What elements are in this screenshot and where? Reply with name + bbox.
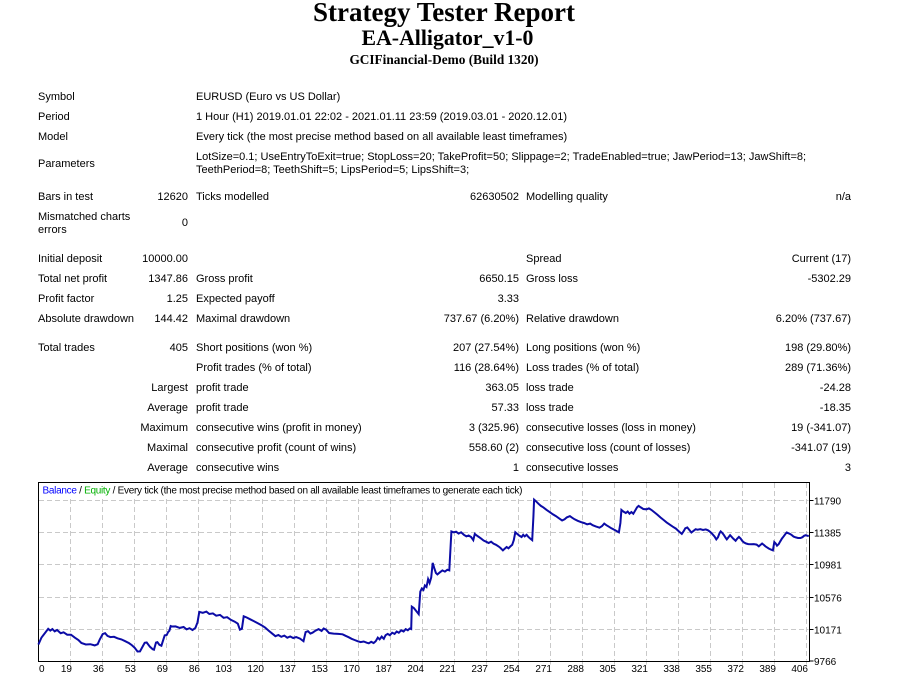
svg-text:170: 170: [343, 664, 360, 675]
svg-text:Balance / Equity / Every tick: Balance / Equity / Every tick (the most …: [43, 485, 523, 496]
svg-text:137: 137: [279, 664, 296, 675]
svg-text:10576: 10576: [814, 594, 842, 605]
svg-text:36: 36: [93, 664, 105, 675]
svg-text:288: 288: [567, 664, 584, 675]
svg-text:10171: 10171: [814, 626, 842, 637]
svg-text:86: 86: [189, 664, 201, 675]
svg-text:11385: 11385: [814, 529, 842, 540]
svg-text:10981: 10981: [814, 561, 842, 572]
svg-text:9766: 9766: [814, 657, 837, 668]
svg-text:254: 254: [503, 664, 520, 675]
svg-text:355: 355: [695, 664, 712, 675]
svg-text:372: 372: [727, 664, 744, 675]
svg-text:19: 19: [61, 664, 73, 675]
svg-text:389: 389: [759, 664, 776, 675]
svg-text:221: 221: [439, 664, 456, 675]
svg-text:120: 120: [247, 664, 264, 675]
svg-text:0: 0: [39, 664, 45, 675]
svg-text:187: 187: [375, 664, 392, 675]
svg-text:53: 53: [125, 664, 137, 675]
svg-text:103: 103: [215, 664, 232, 675]
svg-text:305: 305: [599, 664, 616, 675]
svg-text:69: 69: [157, 664, 169, 675]
svg-text:321: 321: [631, 664, 648, 675]
svg-text:338: 338: [663, 664, 680, 675]
svg-text:204: 204: [407, 664, 424, 675]
svg-text:153: 153: [311, 664, 328, 675]
svg-text:237: 237: [471, 664, 488, 675]
svg-text:271: 271: [535, 664, 552, 675]
svg-text:406: 406: [791, 664, 808, 675]
svg-text:11790: 11790: [814, 497, 842, 508]
